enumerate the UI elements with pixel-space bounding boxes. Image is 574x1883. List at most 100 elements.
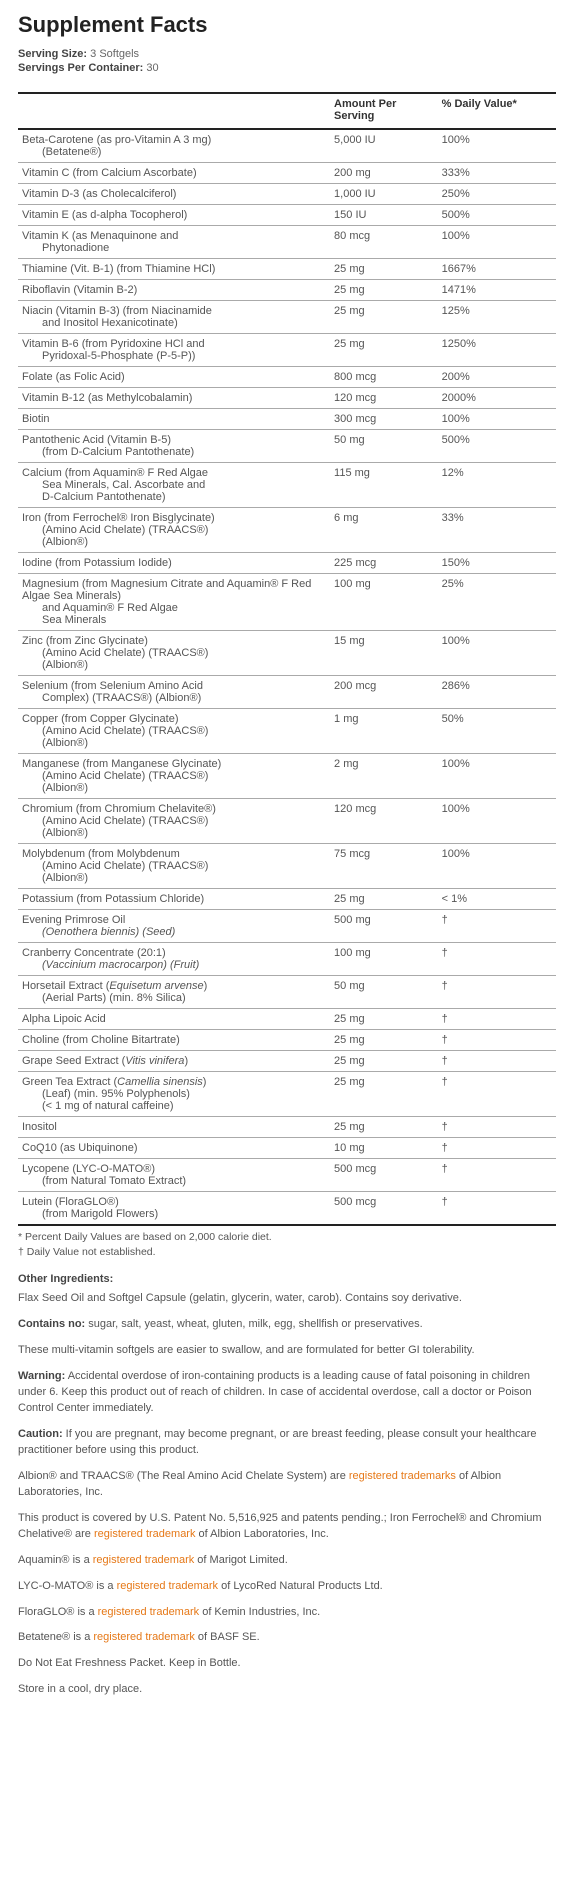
daily-value: † <box>438 1009 556 1030</box>
ingredient-name: Vitamin K (as Menaquinone andPhytonadion… <box>18 226 330 259</box>
daily-value: 100% <box>438 129 556 163</box>
paragraph-bold-label: Contains no: <box>18 1318 85 1330</box>
daily-value: 1667% <box>438 259 556 280</box>
table-row: Lycopene (LYC-O-MATO®)(from Natural Toma… <box>18 1159 556 1192</box>
table-row: Lutein (FloraGLO®)(from Marigold Flowers… <box>18 1192 556 1226</box>
daily-value: < 1% <box>438 889 556 910</box>
ingredient-name: Lutein (FloraGLO®)(from Marigold Flowers… <box>18 1192 330 1226</box>
amount-per-serving: 25 mg <box>330 1051 438 1072</box>
table-row: Grape Seed Extract (Vitis vinifera)25 mg… <box>18 1051 556 1072</box>
table-row: Iron (from Ferrochel® Iron Bisglycinate)… <box>18 508 556 553</box>
table-row: Calcium (from Aquamin® F Red AlgaeSea Mi… <box>18 463 556 508</box>
serving-size-line: Serving Size: 3 Softgels <box>18 48 556 60</box>
table-row: Choline (from Choline Bitartrate)25 mg† <box>18 1030 556 1051</box>
paragraph-bold-label: Caution: <box>18 1428 63 1440</box>
daily-value: 200% <box>438 367 556 388</box>
ingredient-name: Grape Seed Extract (Vitis vinifera) <box>18 1051 330 1072</box>
table-row: Riboflavin (Vitamin B-2)25 mg1471% <box>18 280 556 301</box>
trademark-link[interactable]: registered trademark <box>98 1606 200 1618</box>
ingredient-name: Iron (from Ferrochel® Iron Bisglycinate)… <box>18 508 330 553</box>
table-row: Vitamin B-6 (from Pyridoxine HCl andPyri… <box>18 334 556 367</box>
daily-value: 25% <box>438 574 556 631</box>
amount-per-serving: 25 mg <box>330 301 438 334</box>
info-paragraph: Caution: If you are pregnant, may become… <box>18 1427 556 1459</box>
trademark-link[interactable]: registered trademark <box>93 1554 195 1566</box>
daily-value: † <box>438 1138 556 1159</box>
ingredient-name: Lycopene (LYC-O-MATO®)(from Natural Toma… <box>18 1159 330 1192</box>
daily-value: 50% <box>438 709 556 754</box>
amount-per-serving: 25 mg <box>330 1117 438 1138</box>
daily-value: 33% <box>438 508 556 553</box>
table-row: Copper (from Copper Glycinate)(Amino Aci… <box>18 709 556 754</box>
ingredient-name: Evening Primrose Oil(Oenothera biennis) … <box>18 910 330 943</box>
amount-per-serving: 300 mcg <box>330 409 438 430</box>
amount-per-serving: 200 mg <box>330 163 438 184</box>
daily-value: † <box>438 910 556 943</box>
amount-per-serving: 200 mcg <box>330 676 438 709</box>
trademark-link[interactable]: registered trademark <box>94 1528 196 1540</box>
info-paragraph: Store in a cool, dry place. <box>18 1682 556 1698</box>
ingredient-name: Potassium (from Potassium Chloride) <box>18 889 330 910</box>
table-row: Thiamine (Vit. B-1) (from Thiamine HCl)2… <box>18 259 556 280</box>
info-paragraph: Albion® and TRAACS® (The Real Amino Acid… <box>18 1469 556 1501</box>
daily-value: † <box>438 1117 556 1138</box>
table-row: Niacin (Vitamin B-3) (from Niacinamidean… <box>18 301 556 334</box>
serving-size-label: Serving Size: <box>18 48 87 60</box>
footnote-line: † Daily Value not established. <box>18 1245 556 1260</box>
col-name <box>18 93 330 129</box>
info-paragraph: FloraGLO® is a registered trademark of K… <box>18 1605 556 1621</box>
amount-per-serving: 15 mg <box>330 631 438 676</box>
trademark-link[interactable]: registered trademark <box>93 1631 195 1643</box>
other-ingredients-heading: Other Ingredients: <box>18 1273 556 1285</box>
daily-value: † <box>438 1030 556 1051</box>
info-paragraph: Flax Seed Oil and Softgel Capsule (gelat… <box>18 1291 556 1307</box>
table-row: Manganese (from Manganese Glycinate)(Ami… <box>18 754 556 799</box>
info-paragraph: Do Not Eat Freshness Packet. Keep in Bot… <box>18 1656 556 1672</box>
info-paragraph: Warning: Accidental overdose of iron-con… <box>18 1369 556 1417</box>
info-paragraph: Betatene® is a registered trademark of B… <box>18 1630 556 1646</box>
ingredient-name: Selenium (from Selenium Amino AcidComple… <box>18 676 330 709</box>
info-paragraph: LYC-O-MATO® is a registered trademark of… <box>18 1579 556 1595</box>
daily-value: 250% <box>438 184 556 205</box>
amount-per-serving: 50 mg <box>330 430 438 463</box>
trademark-link[interactable]: registered trademarks <box>349 1470 456 1482</box>
amount-per-serving: 25 mg <box>330 280 438 301</box>
ingredient-name: Cranberry Concentrate (20:1)(Vaccinium m… <box>18 943 330 976</box>
trademark-link[interactable]: registered trademark <box>117 1580 219 1592</box>
info-paragraph: These multi-vitamin softgels are easier … <box>18 1343 556 1359</box>
col-dv: % Daily Value* <box>438 93 556 129</box>
amount-per-serving: 25 mg <box>330 1009 438 1030</box>
table-row: Inositol25 mg† <box>18 1117 556 1138</box>
amount-per-serving: 100 mg <box>330 574 438 631</box>
daily-value: 100% <box>438 844 556 889</box>
table-row: Vitamin D-3 (as Cholecalciferol)1,000 IU… <box>18 184 556 205</box>
table-header-row: Amount Per Serving % Daily Value* <box>18 93 556 129</box>
servings-per-container-value: 30 <box>146 62 158 74</box>
amount-per-serving: 25 mg <box>330 334 438 367</box>
ingredient-name: Riboflavin (Vitamin B-2) <box>18 280 330 301</box>
daily-value: † <box>438 1051 556 1072</box>
ingredient-name: Vitamin C (from Calcium Ascorbate) <box>18 163 330 184</box>
ingredient-name: Vitamin B-12 (as Methylcobalamin) <box>18 388 330 409</box>
ingredient-name: Manganese (from Manganese Glycinate)(Ami… <box>18 754 330 799</box>
serving-size-value: 3 Softgels <box>90 48 139 60</box>
ingredient-name: Copper (from Copper Glycinate)(Amino Aci… <box>18 709 330 754</box>
daily-value: 150% <box>438 553 556 574</box>
ingredient-name: Niacin (Vitamin B-3) (from Niacinamidean… <box>18 301 330 334</box>
ingredient-name: Beta-Carotene (as pro-Vitamin A 3 mg)(Be… <box>18 129 330 163</box>
table-row: Chromium (from Chromium Chelavite®)(Amin… <box>18 799 556 844</box>
table-row: Vitamin B-12 (as Methylcobalamin)120 mcg… <box>18 388 556 409</box>
footnotes: * Percent Daily Values are based on 2,00… <box>18 1230 556 1259</box>
ingredient-name: Pantothenic Acid (Vitamin B-5)(from D-Ca… <box>18 430 330 463</box>
ingredient-name: Alpha Lipoic Acid <box>18 1009 330 1030</box>
daily-value: † <box>438 1072 556 1117</box>
supplement-facts-title: Supplement Facts <box>18 12 556 38</box>
amount-per-serving: 75 mcg <box>330 844 438 889</box>
amount-per-serving: 120 mcg <box>330 388 438 409</box>
daily-value: 286% <box>438 676 556 709</box>
amount-per-serving: 6 mg <box>330 508 438 553</box>
ingredient-name: Horsetail Extract (Equisetum arvense)(Ae… <box>18 976 330 1009</box>
supplement-facts-table: Amount Per Serving % Daily Value* Beta-C… <box>18 92 556 1226</box>
table-row: Vitamin K (as Menaquinone andPhytonadion… <box>18 226 556 259</box>
info-paragraph: Contains no: sugar, salt, yeast, wheat, … <box>18 1317 556 1333</box>
